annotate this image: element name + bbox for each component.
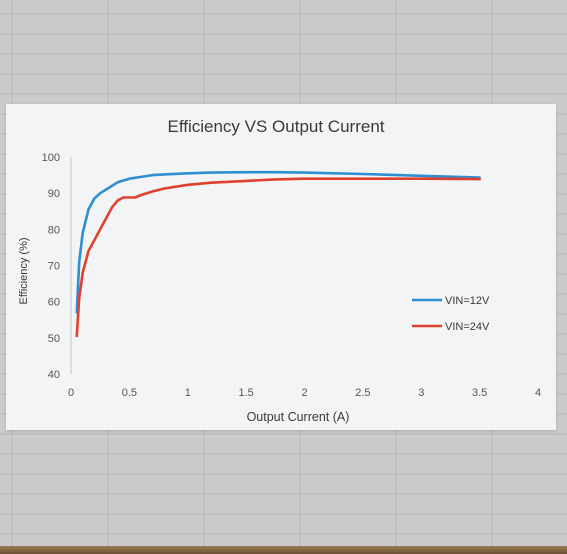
x-tick-label: 3.5 [472, 387, 487, 399]
y-tick-label: 80 [48, 224, 60, 236]
y-tick-label: 100 [42, 152, 60, 164]
y-tick-label: 70 [48, 261, 60, 273]
x-axis-title: Output Current (A) [247, 410, 350, 424]
chart-area[interactable]: Efficiency VS Output Current Output Curr… [6, 104, 556, 430]
y-tick-label: 60 [48, 297, 60, 309]
x-tick-label: 0.5 [122, 387, 137, 399]
efficiency-chart: Efficiency VS Output Current Output Curr… [18, 117, 541, 424]
y-tick-label: 40 [48, 369, 60, 381]
chart-title: Efficiency VS Output Current [167, 117, 384, 136]
x-tick-label: 1.5 [238, 387, 253, 399]
x-tick-label: 0 [68, 387, 74, 399]
x-tick-label: 2 [301, 387, 307, 399]
y-tick-label: 90 [48, 188, 60, 200]
x-tick-label: 1 [185, 387, 191, 399]
legend-label: VIN=24V [445, 321, 490, 333]
legend-label: VIN=12V [445, 295, 490, 307]
x-tick-label: 2.5 [355, 387, 370, 399]
desk-edge [0, 546, 567, 554]
series-line-1 [75, 177, 481, 338]
y-tick-label: 50 [48, 333, 60, 345]
x-tick-label: 4 [535, 387, 541, 399]
x-tick-label: 3 [418, 387, 424, 399]
y-axis-title: Efficiency (%) [18, 237, 30, 304]
series-line-0 [75, 170, 481, 314]
